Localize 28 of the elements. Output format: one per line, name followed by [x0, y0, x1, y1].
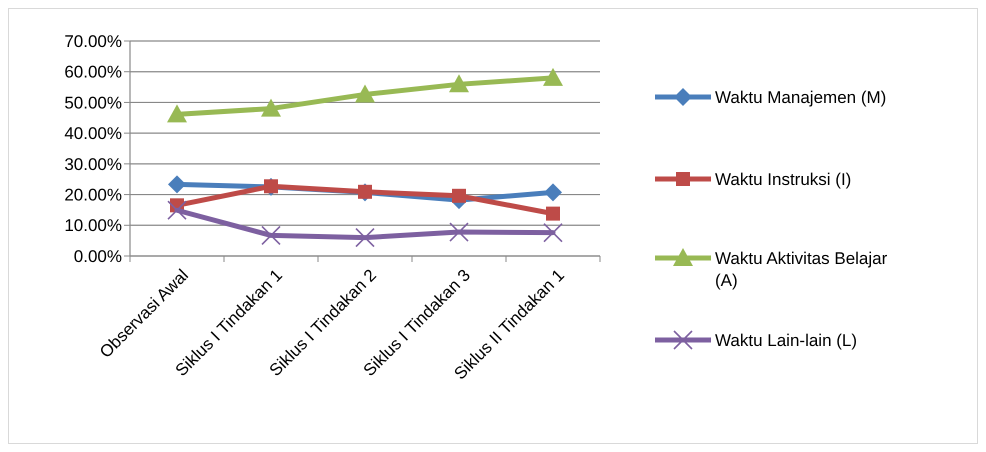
y-tick-label: 60.00%: [64, 62, 122, 82]
legend-label: Waktu Aktivitas Belajar (A): [715, 248, 888, 290]
y-tick-label: 10.00%: [64, 216, 122, 236]
point: [358, 184, 372, 199]
point: [543, 222, 563, 242]
point: [452, 188, 466, 203]
point: [261, 98, 281, 117]
legend-label: Waktu Manajemen (M): [715, 88, 886, 107]
point: [261, 226, 281, 246]
point: [546, 206, 560, 221]
legend-label: Waktu Instruksi (I): [715, 170, 852, 189]
point: [449, 222, 469, 242]
point: [355, 84, 375, 102]
point: [544, 183, 562, 202]
y-tick-label: 40.00%: [64, 124, 122, 144]
y-tick-label: 70.00%: [64, 32, 122, 51]
point: [449, 74, 469, 92]
point: [167, 200, 187, 220]
legend-label: Waktu Lain-lain (L): [715, 330, 858, 350]
y-tick-label: 20.00%: [64, 186, 122, 205]
y-tick-label: 30.00%: [64, 154, 122, 174]
point: [355, 228, 375, 248]
y-tick-label: 0.00%: [74, 246, 122, 266]
y-tick-label: 50.00%: [64, 93, 122, 112]
point: [264, 179, 278, 194]
point: [168, 175, 186, 194]
point: [543, 68, 563, 86]
point: [167, 104, 187, 122]
